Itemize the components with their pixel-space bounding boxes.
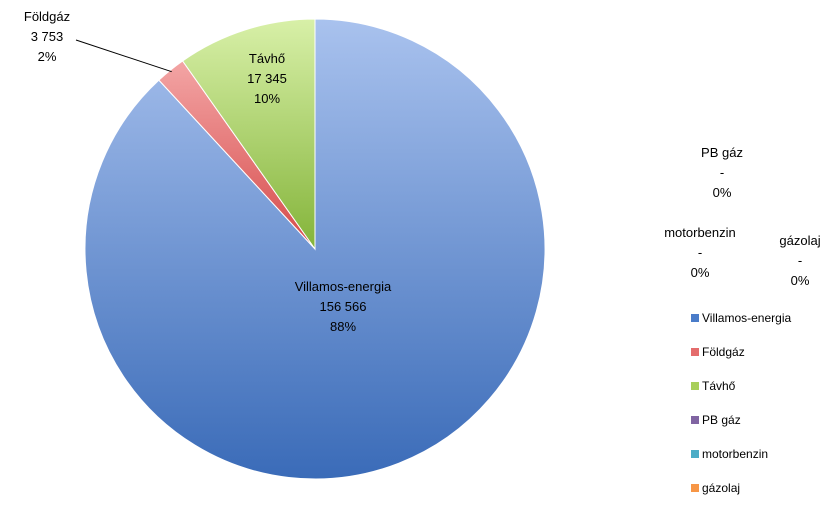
data-label-pb-gaz: PB gáz -0% (701, 145, 743, 200)
legend-label-pb-gaz: PB gáz (702, 413, 741, 427)
data-label-villamos-energia: Villamos-energia 156 566 88% (295, 279, 392, 334)
legend-label-tavho: Távhő (702, 379, 736, 393)
legend-label-foldgaz: Földgáz (702, 345, 745, 359)
slice-tavho (181, 18, 316, 251)
legend: Villamos-energia Földgáz Távhő PB gáz motorb… (691, 311, 791, 495)
data-label-motorbenzin: motorbenzin -0% (664, 225, 736, 280)
legend-swatch-motorbenzin (691, 450, 699, 458)
data-label-gazolaj: gázolaj -0% (779, 233, 820, 288)
leader-line-foldgaz (75, 39, 172, 73)
legend-label-gazolaj: gázolaj (702, 481, 740, 495)
legend-swatch-foldgaz (691, 348, 699, 356)
legend-swatch-gazolaj (691, 484, 699, 492)
data-label-foldgaz: Földgáz 3 753 2% (24, 9, 70, 64)
legend-swatch-tavho (691, 382, 699, 390)
slice-labels: Villamos-energia 156 566 88% Távhő 17 345 10%… (24, 9, 821, 334)
legend-label-motorbenzin: motorbenzin (702, 447, 768, 461)
pie-slices (84, 18, 546, 480)
legend-label-villamos-energia: Villamos-energia (702, 311, 791, 325)
legend-swatch-villamos-energia (691, 314, 699, 322)
data-label-tavho: Távhő 17 345 10% (247, 51, 287, 106)
legend-swatch-pb-gaz (691, 416, 699, 424)
